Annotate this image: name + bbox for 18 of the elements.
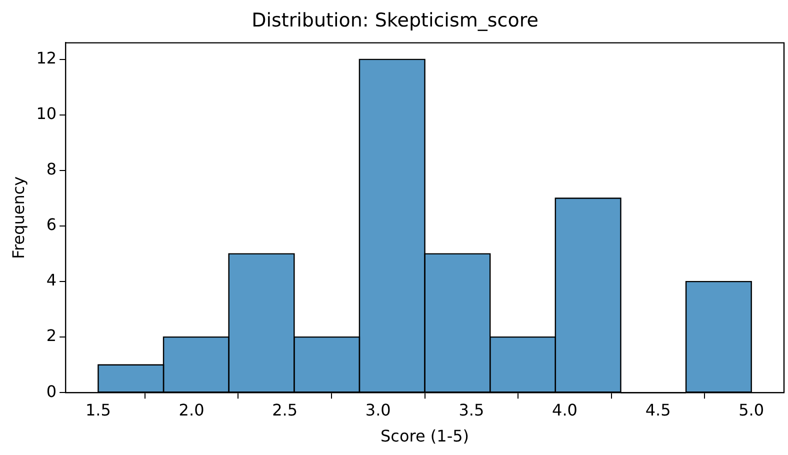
y-tick-label: 2 bbox=[46, 326, 57, 346]
y-tick-label: 6 bbox=[46, 215, 57, 234]
y-tick-label: 12 bbox=[36, 48, 57, 68]
y-axis-title: Frequency bbox=[8, 176, 28, 260]
y-tick-label: 10 bbox=[36, 104, 57, 124]
x-tick-label: 1.5 bbox=[85, 400, 111, 420]
x-tick-label: 2.0 bbox=[178, 400, 204, 420]
x-tick-label: 2.5 bbox=[272, 400, 298, 420]
x-tick-label: 4.0 bbox=[552, 400, 578, 420]
x-tick-label: 4.5 bbox=[645, 400, 671, 420]
x-axis-title: Score (1-5) bbox=[380, 426, 470, 446]
x-tick-label: 3.5 bbox=[458, 400, 484, 420]
y-tick-label: 4 bbox=[46, 270, 57, 290]
y-tick-label: 0 bbox=[46, 382, 57, 401]
x-tick-label: 5.0 bbox=[738, 400, 764, 420]
x-tick-label: 3.0 bbox=[365, 400, 391, 420]
y-tick-label: 8 bbox=[46, 160, 57, 179]
chart-title: Distribution: Skepticism_score bbox=[252, 9, 538, 32]
